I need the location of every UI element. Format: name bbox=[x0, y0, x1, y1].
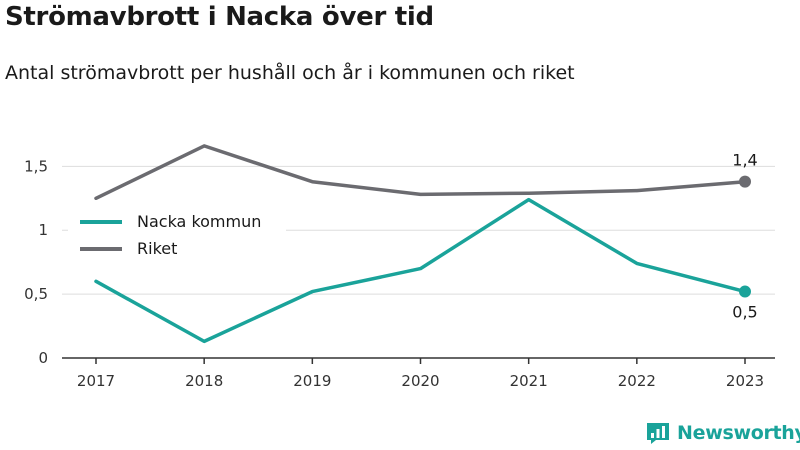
series-line bbox=[94, 144, 747, 201]
x-tick-label: 2021 bbox=[510, 372, 548, 390]
y-tick-label: 1,5 bbox=[24, 157, 48, 175]
x-tick-label: 2019 bbox=[293, 372, 331, 390]
end-labels: 0,5 1,4 bbox=[732, 151, 757, 322]
y-axis-ticks: 0 0,5 1 1,5 bbox=[24, 157, 48, 367]
x-tick-label: 2018 bbox=[185, 372, 223, 390]
brand-name: Newsworthy bbox=[677, 422, 800, 444]
x-tick-label: 2020 bbox=[401, 372, 439, 390]
x-tick-label: 2022 bbox=[618, 372, 656, 390]
y-tick-label: 1 bbox=[38, 221, 48, 239]
series-end-point bbox=[739, 175, 751, 188]
newsworthy-icon bbox=[647, 423, 669, 444]
newsworthy-logo: Newsworthy bbox=[645, 419, 800, 447]
data-label: 0,5 bbox=[732, 303, 757, 322]
x-tick-label: 2023 bbox=[726, 372, 764, 390]
series-line bbox=[94, 197, 747, 344]
legend-label: Nacka kommun bbox=[137, 212, 261, 231]
legend-background bbox=[68, 200, 286, 270]
data-label: 1,4 bbox=[732, 151, 757, 170]
chart-title: Strömavbrott i Nacka över tid bbox=[5, 2, 434, 32]
x-tick-label: 2017 bbox=[77, 372, 115, 390]
series-end-point bbox=[739, 285, 751, 298]
legend: Nacka kommun Riket bbox=[68, 200, 286, 270]
y-tick-label: 0 bbox=[38, 349, 48, 367]
series-lines bbox=[94, 144, 751, 344]
legend-label: Riket bbox=[137, 239, 177, 258]
line-chart: 0 0,5 1 1,5 2017 2018 2019 2020 2021 2022 2023 Na… bbox=[24, 144, 775, 390]
x-axis: 2017 2018 2019 2020 2021 2022 2023 bbox=[62, 357, 775, 390]
y-tick-label: 0,5 bbox=[24, 285, 48, 303]
chart-subtitle: Antal strömavbrott per hushåll och år i … bbox=[5, 62, 575, 84]
